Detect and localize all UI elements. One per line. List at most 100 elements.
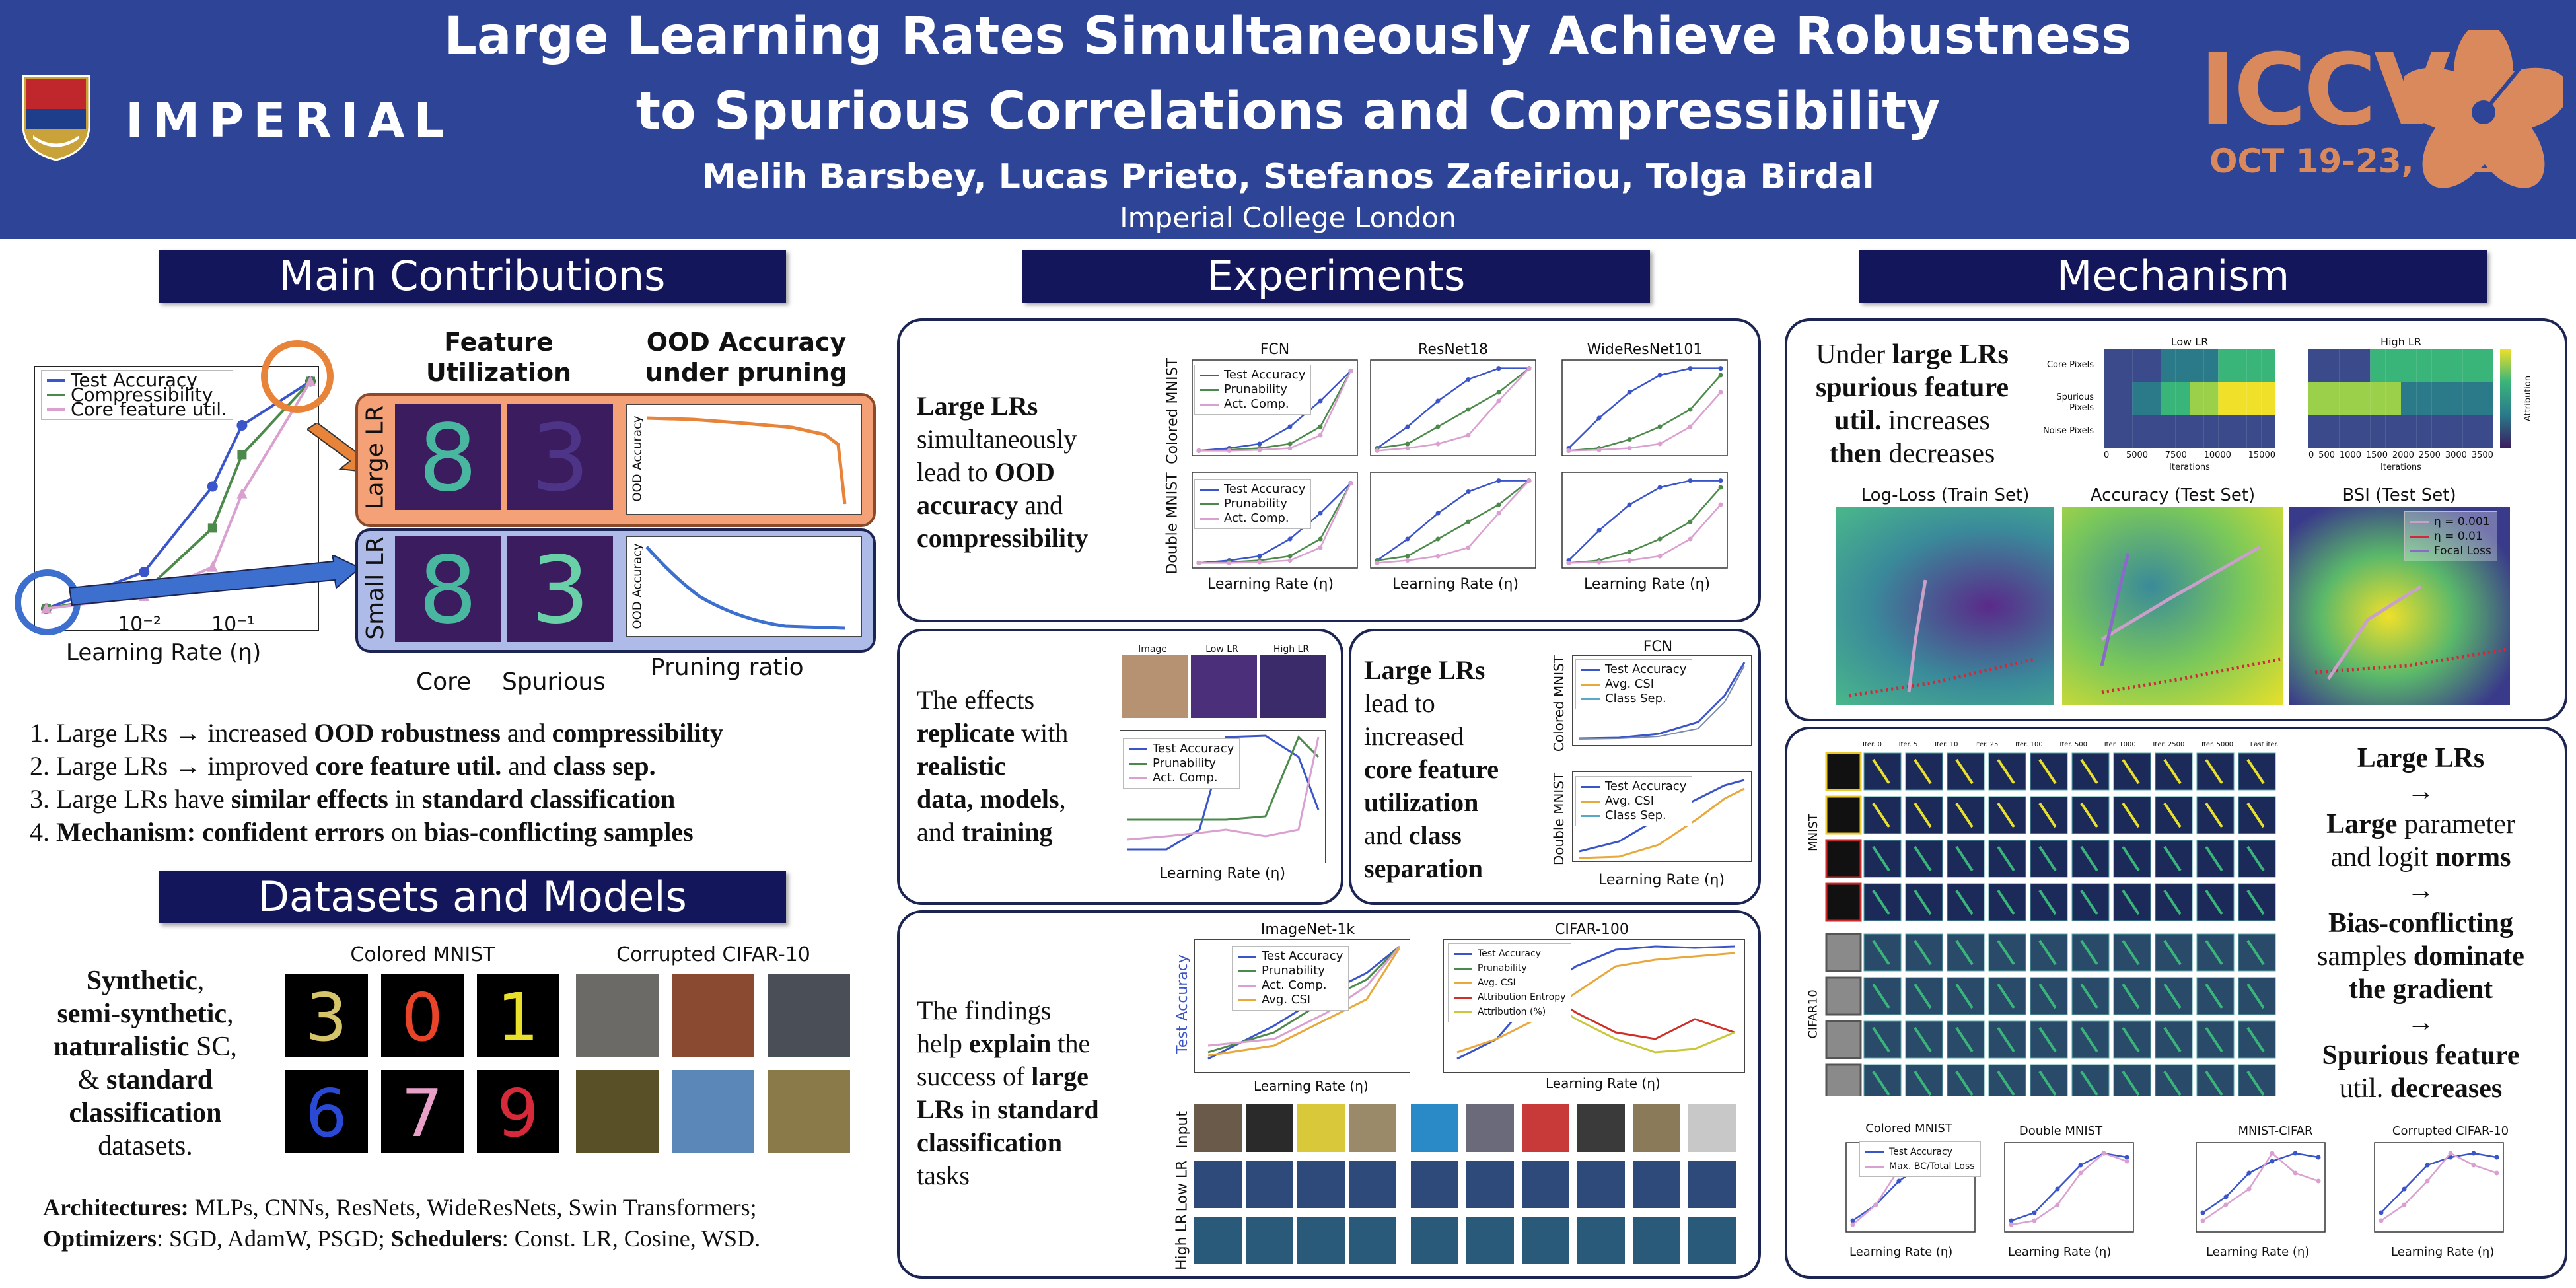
exp1-point: [1688, 536, 1693, 542]
exp2-legend: Test Accuracy Prunability Act. Comp.: [1123, 738, 1240, 789]
exp1-row1-label: Colored MNIST: [1164, 358, 1181, 464]
exp4-legend2: Test Accuracy Prunability Avg. CSI Attri…: [1448, 943, 1572, 1022]
hibiscus-icon: [2398, 23, 2569, 188]
mech3-point: [2448, 1151, 2453, 1156]
mech2-col-headers: Iter. 0 Iter. 5 Iter. 10 Iter. 25 Iter. 100 I…: [1863, 741, 2279, 748]
exp4-lowlr-thumb: [1633, 1161, 1680, 1208]
exp1-point: [1718, 502, 1723, 507]
exp1-point: [1348, 481, 1353, 485]
heat-cell: [2203, 382, 2219, 415]
mech3-point: [2223, 1202, 2229, 1207]
mech3-point: [1896, 1178, 1902, 1184]
exp1-point: [1526, 478, 1532, 483]
heat-cell: [2401, 415, 2417, 448]
mech3-point: [2471, 1163, 2476, 1168]
exp1-point: [1657, 424, 1663, 429]
header-bar: [0, 0, 2576, 239]
mech3-point: [2200, 1218, 2205, 1223]
exp1-series: [1568, 487, 1721, 564]
mech2-stroke: [2122, 939, 2140, 966]
exp4-xlabel-2: Learning Rate (η): [1546, 1075, 1661, 1091]
heat-cell: [2324, 349, 2340, 382]
exp1-point: [1405, 536, 1410, 542]
exp4-input-thumb: [1522, 1104, 1569, 1152]
heat-cell: [2246, 382, 2262, 415]
heat-cell: [2478, 382, 2493, 415]
exp1-point: [1348, 369, 1353, 373]
mech2-stroke: [1914, 939, 1932, 966]
mech2-cell: [2238, 1064, 2276, 1102]
exp1-point: [1718, 485, 1723, 490]
mech2-stroke: [1997, 758, 2015, 785]
exp1-point: [1688, 407, 1693, 412]
exp1-xlabel-1: Learning Rate (η): [1207, 576, 1334, 592]
svg-text:6: 6: [305, 1075, 347, 1152]
mech3-point: [2379, 1218, 2384, 1223]
heat-cell: [2447, 349, 2463, 382]
mech2-stroke: [2246, 1026, 2265, 1053]
exp1-point: [1287, 441, 1293, 447]
exp4-lowlr-thumb: [1246, 1161, 1293, 1208]
exp1-point: [1718, 478, 1723, 483]
heat-high-xlabel: Iterations: [2380, 462, 2421, 472]
contrib-point: [139, 567, 150, 577]
heat-cell: [2431, 382, 2447, 415]
mech3-legend: Test Accuracy Max. BC/Total Loss: [1859, 1141, 1981, 1177]
exp3-text: Large LRs lead to increased core feature…: [1364, 655, 1499, 883]
mech3-point: [2270, 1159, 2275, 1164]
heat-title-high: High LR: [2380, 336, 2421, 348]
mech3-point: [2101, 1151, 2106, 1156]
exp3-row2-wrap: Double MNIST: [1549, 769, 1569, 869]
poster-title-line2: to Spurious Correlations and Compressibi…: [635, 82, 1941, 141]
heat-cell: [2118, 382, 2133, 415]
svg-text:7: 7: [401, 1075, 443, 1152]
mech2-sample: [1825, 976, 1862, 1016]
exp1-point: [1718, 366, 1723, 371]
contribution-item: 1. Large LRs → increased OOD robustness …: [30, 718, 723, 748]
heat-cell: [2447, 382, 2463, 415]
exp1-col-fcn: FCN: [1260, 341, 1290, 358]
mech3-title-4: Corrupted CIFAR-10: [2392, 1124, 2509, 1138]
small-lr-spurious-map: 3: [507, 536, 613, 645]
mech2-stroke: [2246, 845, 2265, 872]
mech2-stroke: [2122, 1070, 2140, 1096]
heat-cell: [2218, 415, 2233, 448]
mech3-point: [2293, 1151, 2298, 1156]
exp3-row1-label: Colored MNIST: [1551, 655, 1567, 752]
exp3-row2-label: Double MNIST: [1551, 772, 1567, 866]
exp4-lowlr-thumb: [1297, 1161, 1345, 1208]
mech2-cell: [2113, 1064, 2151, 1102]
heat-cell: [2161, 382, 2176, 415]
contrib-point: [237, 450, 247, 460]
poster-affiliation: Imperial College London: [1120, 201, 1456, 234]
mech3-point: [2316, 1178, 2321, 1184]
exp4-input-thumb: [1411, 1104, 1458, 1152]
exp4-text: The findings help explain the success of…: [917, 995, 1099, 1190]
exp1-point: [1657, 441, 1663, 447]
svg-text:9: 9: [497, 1075, 539, 1152]
mech2-stroke: [2122, 758, 2140, 785]
heat-cell: [2324, 415, 2340, 448]
exp1-series: [1377, 367, 1530, 449]
heat-cell: [2462, 415, 2478, 448]
mech3-point: [2032, 1210, 2037, 1215]
exp1-col-wideresnet: WideResNet101: [1587, 341, 1703, 358]
large-lr-spurious-map: 3: [507, 404, 613, 513]
exp4-input-thumb: [1577, 1104, 1625, 1152]
mech3-series: [2380, 1152, 2497, 1213]
heat-cell: [2147, 415, 2161, 448]
exp1-point: [1657, 536, 1663, 542]
small-lr-core-map: 8: [395, 536, 501, 645]
mech2-sample: [1825, 1063, 1862, 1103]
exp4-attribution-grid: [1194, 1104, 1749, 1270]
mech2-stroke: [2205, 889, 2223, 915]
contrib-legend: Test Accuracy Compressibility Core featu…: [41, 370, 233, 420]
exp1-point: [1287, 424, 1293, 429]
exp1-point: [1257, 554, 1262, 559]
exp1-point: [1287, 558, 1293, 563]
exp2-label-image: Image: [1138, 644, 1167, 655]
exp1-point: [1718, 390, 1723, 395]
heat-cell: [2118, 349, 2133, 382]
heat-cell: [2118, 415, 2133, 448]
exp4-lowlr-thumb: [1194, 1161, 1242, 1208]
